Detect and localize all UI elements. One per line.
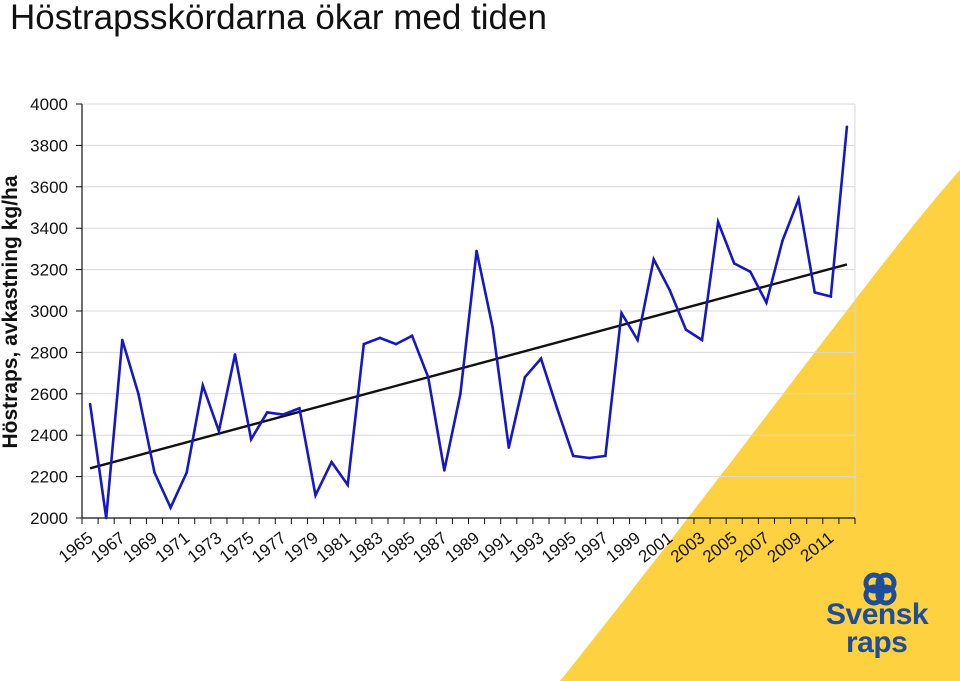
y-tick-label: 2400 [30, 426, 68, 445]
y-tick-label: 3000 [30, 302, 68, 321]
data-point [265, 411, 269, 414]
data-point [120, 338, 124, 342]
data-point [475, 249, 478, 253]
data-point [314, 493, 317, 497]
x-tick-label: 1965 [55, 528, 97, 566]
logo-word-raps: raps [846, 626, 908, 659]
x-tick-label: 1991 [474, 528, 516, 566]
data-point [459, 392, 462, 396]
data-point [523, 375, 527, 379]
data-point [185, 471, 188, 474]
trend-line [89, 263, 848, 470]
data-point [88, 402, 92, 406]
data-point [443, 469, 446, 472]
y-tick-label: 3400 [30, 219, 68, 238]
data-point [604, 454, 607, 458]
logo-word-svensk: Svensk [826, 598, 929, 631]
data-point [652, 257, 655, 261]
data-point [507, 446, 511, 449]
data-point [346, 483, 350, 487]
data-point [282, 413, 285, 416]
data-point [201, 384, 205, 387]
x-tick-label: 1995 [538, 528, 580, 566]
data-point [668, 289, 672, 292]
series-line-yield [88, 126, 849, 519]
data-point [153, 471, 156, 474]
data-point [749, 270, 752, 273]
y-tick-label: 2600 [30, 385, 68, 404]
data-point [378, 336, 382, 340]
page-title: Höstrapsskördarna ökar med tiden [10, 0, 547, 37]
x-tick-label: 2007 [731, 528, 773, 566]
x-tick-label: 1971 [152, 528, 194, 566]
y-tick-label: 3200 [30, 261, 68, 280]
x-tick-label: 1979 [280, 528, 322, 566]
x-tick-label: 2001 [635, 528, 677, 566]
y-tick-label: 2200 [30, 468, 68, 487]
data-point [797, 197, 800, 201]
y-tick-label: 3800 [30, 136, 68, 155]
data-point [845, 125, 849, 129]
data-point [104, 516, 108, 520]
x-tick-label: 1975 [216, 528, 258, 566]
y-tick-label: 3600 [30, 178, 68, 197]
x-tick-label: 2003 [667, 528, 709, 566]
data-point [217, 429, 221, 433]
data-point [249, 438, 253, 441]
data-point [716, 220, 720, 224]
data-point [362, 342, 366, 346]
data-point [233, 353, 237, 356]
data-point [781, 239, 784, 242]
x-tick-label: 1987 [409, 528, 451, 566]
x-tick-label: 1999 [603, 528, 645, 566]
data-point [410, 334, 414, 338]
data-point [813, 291, 817, 294]
x-tick-label: 1997 [570, 528, 612, 566]
x-tick-label: 1993 [506, 528, 548, 566]
x-tick-label: 2011 [797, 528, 838, 565]
data-point [684, 328, 688, 331]
series-layer [88, 125, 849, 520]
y-axis-label: Höstraps, avkastning kg/ha [0, 175, 22, 448]
y-tick-labels: 2000 2200 2400 2600 2800 3000 3200 3400 3600 3800… [30, 95, 68, 528]
y-tick-label: 2000 [30, 509, 68, 528]
data-point [587, 456, 591, 460]
y-tick-label: 4000 [30, 95, 68, 114]
data-point [298, 406, 301, 410]
data-point [620, 311, 623, 315]
data-point [426, 375, 430, 379]
x-tick-label: 1973 [184, 528, 226, 566]
data-point [636, 338, 639, 342]
data-point [491, 326, 494, 329]
data-point [571, 454, 575, 458]
axes [76, 103, 856, 524]
data-point [394, 342, 398, 346]
rapeseed-flower-logo-icon [863, 572, 897, 606]
x-tick-label: 1969 [119, 528, 161, 566]
data-point [137, 392, 140, 396]
x-tick-label: 1983 [345, 528, 387, 566]
data-point [700, 338, 704, 342]
data-point [555, 406, 559, 410]
y-tick-label: 2800 [30, 343, 68, 362]
data-point [765, 301, 768, 305]
data-point [330, 460, 333, 464]
x-tick-label: 1989 [442, 528, 484, 566]
data-point [169, 506, 172, 509]
data-point [539, 357, 543, 360]
data-point [732, 262, 736, 265]
x-tick-label: 1985 [377, 528, 419, 566]
x-tick-label: 1977 [248, 528, 290, 566]
x-tick-label: 2009 [764, 528, 806, 566]
x-tick-label: 2005 [699, 528, 741, 566]
data-point [829, 295, 833, 298]
svensk-raps-logo: Svensk raps [824, 572, 940, 662]
x-tick-label: 1967 [87, 528, 129, 566]
x-tick-labels: 1965196719691971197319751977197919811983… [55, 528, 837, 566]
x-tick-label: 1981 [313, 528, 355, 566]
